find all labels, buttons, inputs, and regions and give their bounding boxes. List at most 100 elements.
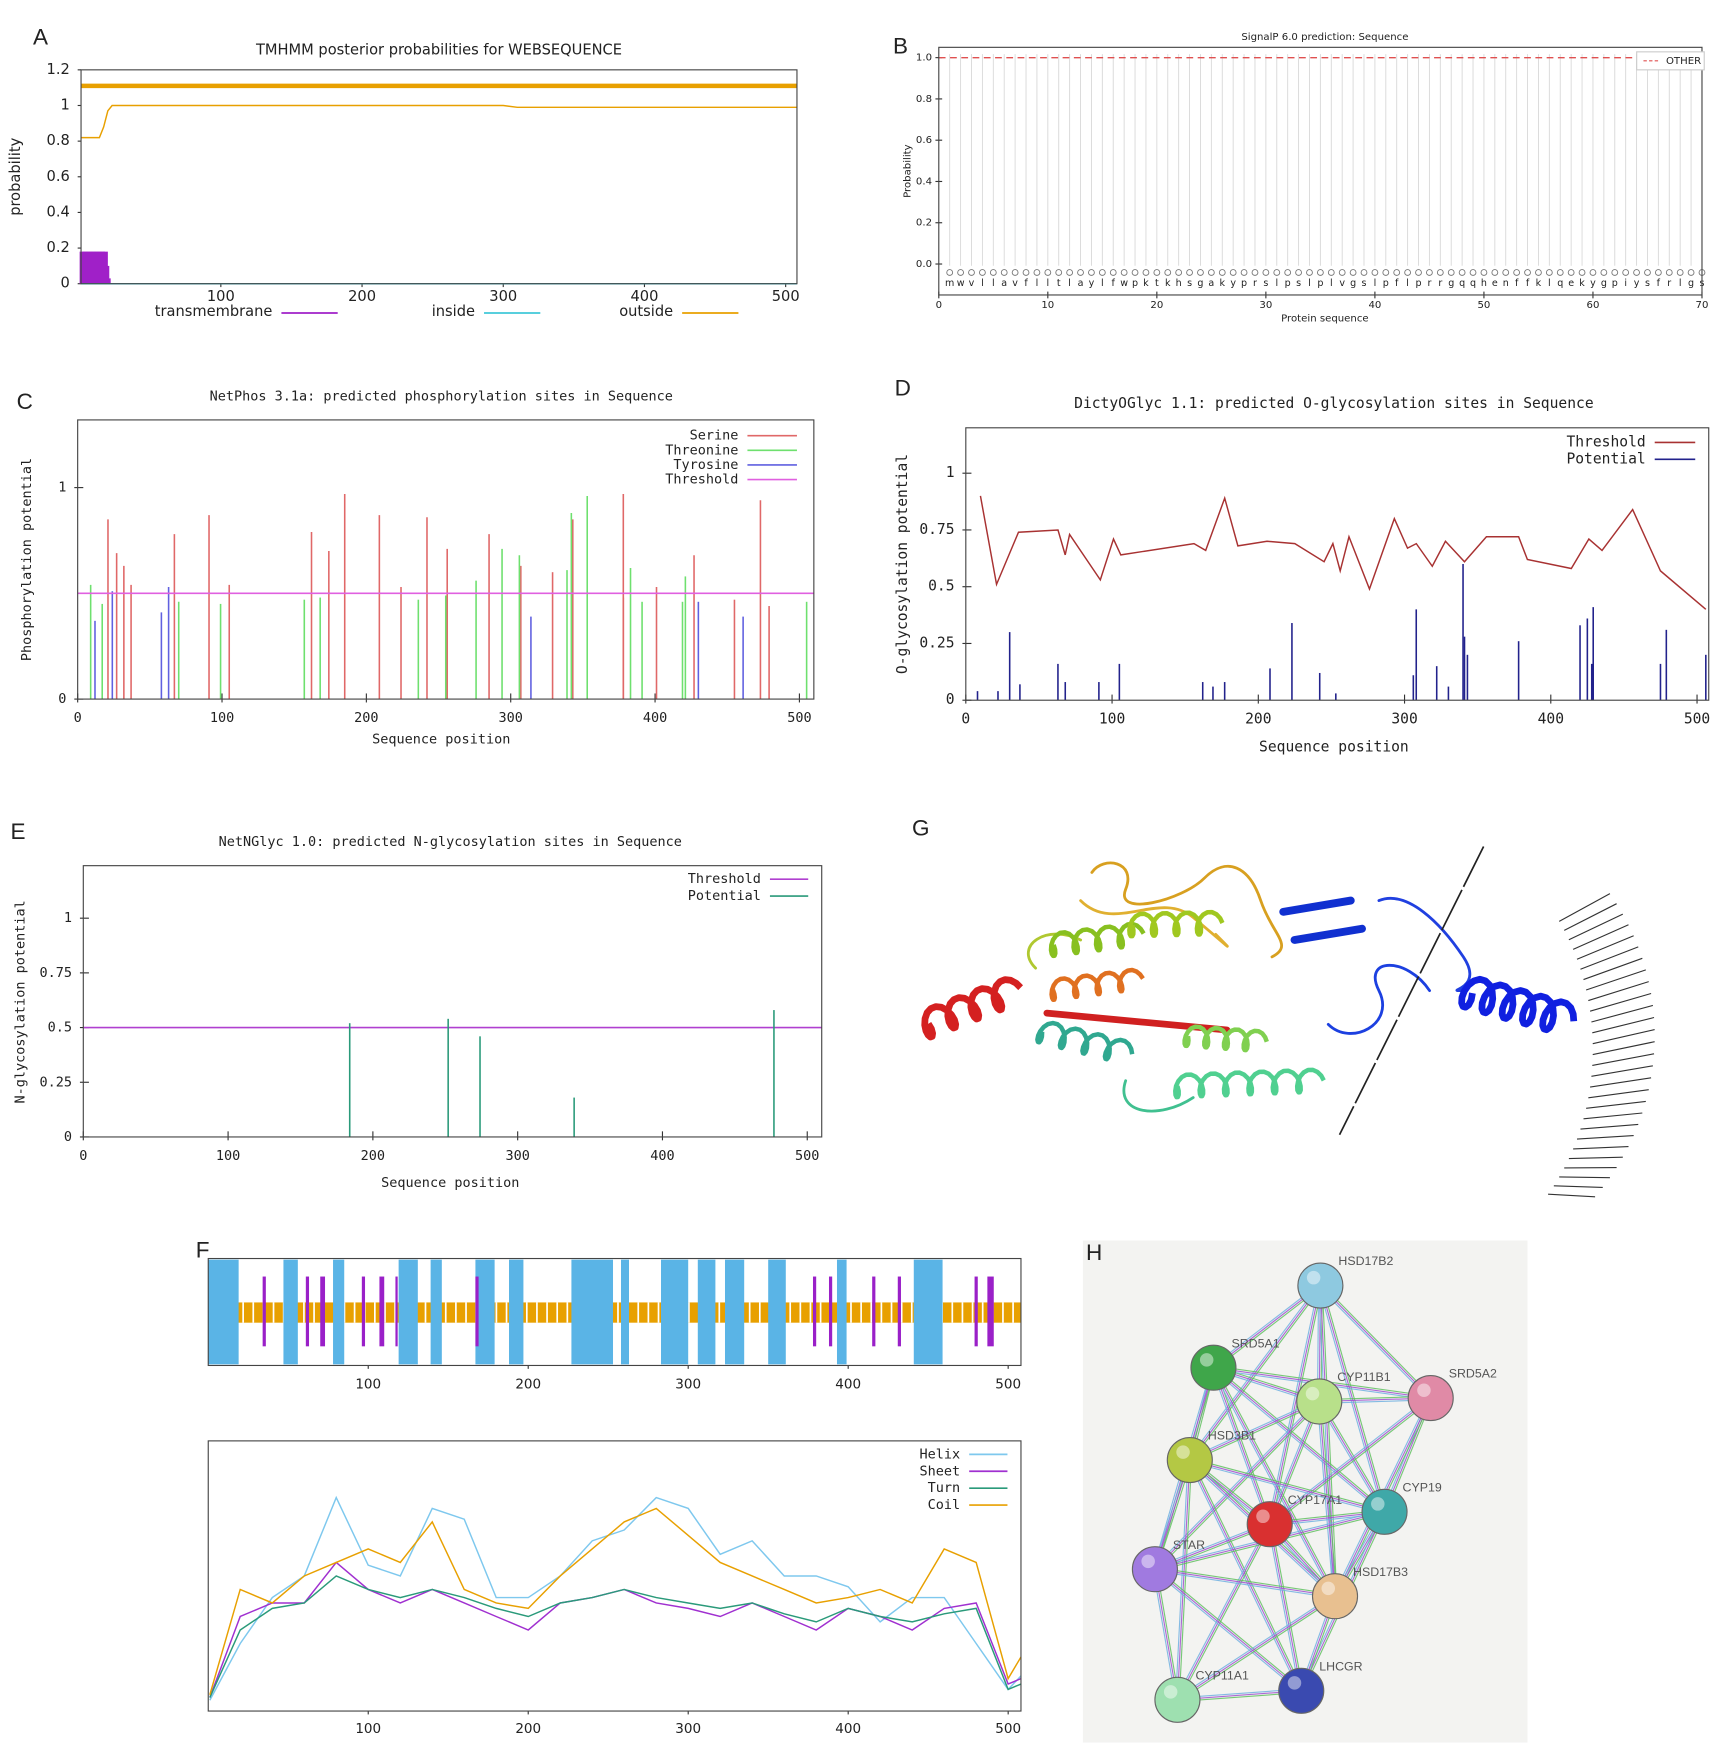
- x-tick-label: 200: [354, 710, 378, 726]
- network-edge: [1176, 1459, 1191, 1700]
- network-edge: [1154, 1401, 1320, 1570]
- plot-frame: [207, 1440, 1022, 1712]
- x-tick-label: 400: [643, 710, 667, 726]
- residue-marker: [968, 269, 975, 276]
- x-tick-label: 300: [675, 1721, 701, 1737]
- residue-marker: [1218, 269, 1226, 276]
- membrane-hatch: [1580, 1123, 1639, 1130]
- y-tick-label: 0.25: [919, 634, 954, 651]
- residue-marker: [1491, 269, 1499, 276]
- structure-segment: [974, 1276, 978, 1347]
- legend-label: Turn: [928, 1480, 961, 1496]
- residue-label: k: [1579, 278, 1585, 289]
- loop-ribbon: [1377, 897, 1472, 993]
- network-edge: [1189, 1400, 1320, 1461]
- residue-label: e: [1568, 278, 1574, 289]
- residue-label: i: [1624, 278, 1627, 289]
- panel-label: F: [196, 1238, 210, 1263]
- structure-segment: [872, 1276, 876, 1347]
- y-tick-label: 0.8: [916, 94, 932, 105]
- panel-label: D: [895, 375, 911, 400]
- network-edge: [1269, 1397, 1432, 1525]
- residue-label: f: [1515, 278, 1519, 289]
- network-edge: [1212, 1367, 1271, 1525]
- residue-marker: [1622, 269, 1630, 276]
- network-edge: [1175, 1523, 1269, 1700]
- membrane-hatch: [1568, 1156, 1623, 1160]
- residue-marker: [1371, 269, 1379, 276]
- y-tick-label: 0.6: [916, 135, 932, 146]
- network-edge: [1190, 1457, 1386, 1511]
- structure-segment: [320, 1276, 326, 1347]
- y-tick-label: 0.5: [928, 578, 954, 595]
- legend-label: Helix: [920, 1446, 961, 1462]
- panel-label: G: [912, 816, 930, 841]
- structure-segment: [398, 1259, 418, 1365]
- residue-label: y: [1634, 278, 1640, 289]
- legend-label: Coil: [928, 1497, 961, 1513]
- residue-marker: [1556, 269, 1564, 276]
- y-tick-label: 0.2: [47, 239, 70, 256]
- residue-label: m: [945, 278, 954, 289]
- residue-marker: [1186, 269, 1193, 276]
- residue-marker: [1349, 269, 1357, 276]
- node-highlight: [1321, 1581, 1336, 1596]
- network-edge: [1321, 1285, 1338, 1597]
- legend-label: Threshold: [665, 472, 738, 488]
- network-edge: [1269, 1524, 1302, 1691]
- membrane-hatch: [1592, 1029, 1655, 1045]
- x-tick-label: 200: [348, 288, 376, 305]
- legend-label: Serine: [690, 428, 739, 444]
- network-edge: [1153, 1570, 1301, 1693]
- legend-label: Tyrosine: [673, 457, 738, 473]
- residue-label: l: [1374, 278, 1377, 289]
- network-edge: [1319, 1285, 1432, 1399]
- network-edge: [1268, 1396, 1430, 1524]
- x-tick-label: 300: [675, 1377, 701, 1393]
- membrane-hatch: [1585, 969, 1646, 991]
- helix-ribbon: [1182, 1024, 1269, 1053]
- residue-marker: [957, 269, 964, 276]
- plot-frame: [80, 69, 798, 285]
- structure-segment: [828, 1276, 833, 1347]
- x-tick-label: 200: [361, 1148, 385, 1164]
- residue-label: r: [1427, 278, 1431, 289]
- y-tick-label: 0.8: [47, 132, 70, 149]
- residue-marker: [1295, 269, 1302, 276]
- x-tick-label: 500: [787, 710, 811, 726]
- network-edge: [1267, 1285, 1320, 1524]
- x-tick-label: 500: [995, 1377, 1021, 1393]
- residue-label: w: [957, 278, 965, 289]
- node-label: CYP11A1: [1195, 1668, 1249, 1682]
- residue-marker: [1654, 269, 1662, 276]
- x-tick-label: 200: [515, 1377, 541, 1393]
- node-highlight: [1371, 1497, 1385, 1511]
- structure-segment: [475, 1259, 495, 1365]
- membrane-hatch: [1592, 1053, 1655, 1067]
- structure-segment: [697, 1259, 716, 1365]
- plot-frame: [82, 865, 823, 1138]
- residue-label: p: [1317, 278, 1323, 289]
- structure-segment: [661, 1259, 689, 1365]
- residue-marker: [1262, 269, 1270, 276]
- y-tick-label: 0: [946, 691, 955, 708]
- node-highlight: [1287, 1676, 1302, 1690]
- membrane-hatch: [1592, 1016, 1655, 1034]
- residue-label: q: [1470, 278, 1476, 289]
- residue-marker: [1033, 269, 1041, 276]
- residue-label: p: [1285, 278, 1291, 289]
- network-edge: [1155, 1566, 1336, 1596]
- structure-segment: [509, 1259, 524, 1365]
- x-tick-label: 60: [1587, 300, 1600, 311]
- y-tick-label: 1: [64, 910, 72, 926]
- network-edge: [1178, 1597, 1337, 1702]
- x-tick-label: 300: [1391, 710, 1417, 727]
- network-node: [1278, 1667, 1325, 1714]
- network-edge: [1321, 1283, 1433, 1398]
- x-tick-label: 300: [499, 710, 523, 726]
- residue-marker: [1676, 269, 1684, 276]
